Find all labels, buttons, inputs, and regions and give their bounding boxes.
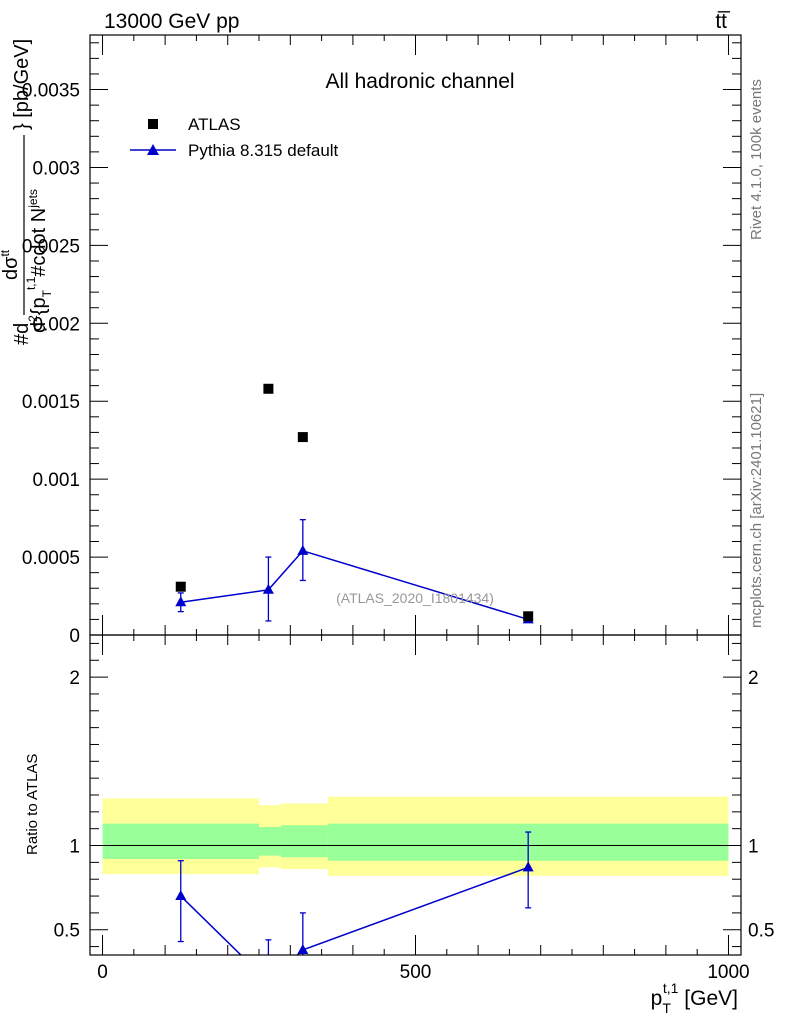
ylabel-part-12: } [pb/GeV] [11,39,33,130]
ratio-uncertainty-bands [102,796,729,876]
energy-label: 13000 GeV pp [104,10,239,33]
ratio-axis-ticks [90,635,741,955]
ratio-ytick-label-right: 2 [748,668,759,689]
x-tick-label: 0 [97,962,108,983]
pythia-marker [262,583,274,594]
ratio-y-tick-labels: 0.5 0.5 1 1 2 2 [54,668,775,942]
x-axis-label-main: p [651,987,663,1010]
main-series-layer [175,383,534,624]
ratio-ytick-label-left: 2 [69,668,80,689]
pythia-marker [175,596,187,607]
x-tick-labels: 0 500 1000 [97,962,749,983]
ylabel-part-1: #d [11,323,33,345]
ylabel-part-3: σ [0,256,22,269]
ratio-pythia-marker [297,943,309,954]
ylabel-part-9: t,1 [24,276,38,290]
main-ytick-label: 0.0005 [22,548,80,569]
main-ytick-label: 0.0035 [22,81,80,102]
x-axis-label-sup: t,1 [663,980,679,996]
ratio-y-axis-label: Ratio to ATLAS [24,754,41,855]
ratio-band [280,825,328,858]
ratio-ytick-label-left: 1 [69,837,80,858]
ratio-ytick-label-right: 1 [748,837,759,858]
legend-pythia-marker [147,144,159,155]
atlas-marker [263,383,274,394]
ratio-band [259,827,281,856]
ylabel-part-11: jets [26,189,40,209]
ratio-pythia-line [180,866,529,955]
pythia-line [180,549,529,621]
main-axis-ticks [90,35,741,636]
svg-text:#d: #d [11,323,33,345]
legend: ATLAS Pythia 8.315 default [130,115,339,160]
ratio-pythia-marker [175,890,187,901]
main-ytick-label: 0.002 [32,314,80,335]
ylabel-part-6: 2 [26,315,40,322]
atlas-marker [175,581,186,592]
atlas-marker [523,611,534,622]
main-y-axis-label: #d dσtt d2{pTt,1#cdot Njets } [pb/GeV] [0,39,54,345]
ylabel-part-2: d [0,269,22,280]
atlas-marker [297,432,308,443]
ratio-band [102,823,260,859]
ratio-ytick-label-right: 0.5 [748,921,774,942]
process-label: tt̅ [715,10,731,33]
ratio-series-layer [175,831,534,986]
svg-text:d2{pTt,1#cdot Njets: d2{pTt,1#cdot Njets [24,189,54,333]
pythia-marker [297,544,309,555]
ylabel-part-10: #cdot N [28,208,50,277]
ylabel-part-5: d [28,322,50,333]
x-axis-label-sub: T [662,1000,671,1016]
ratio-plot-frame [89,634,742,956]
main-y-tick-labels: 0 0.0005 0.001 0.0015 0.002 0.0025 0.003 0.0035 [22,81,80,647]
ratio-frame-rect [89,634,742,956]
ratio-ytick-label-left: 0.5 [54,921,80,942]
rivet-version-label: Rivet 4.1.0, 100k events [748,79,765,240]
ylabel-part-4: tt [0,249,12,256]
svg-text:} [pb/GeV]: } [pb/GeV] [11,39,33,130]
svg-text:dσtt: dσtt [0,249,22,280]
legend-atlas-marker [148,119,158,129]
mcplots-site-label: mcplots.cern.ch [arXiv:2401.10621] [748,393,765,628]
legend-pythia-label: Pythia 8.315 default [188,141,339,160]
x-axis-label-unit: [GeV] [678,987,738,1010]
legend-atlas-label: ATLAS [188,115,241,134]
main-ytick-label: 0.0015 [22,392,80,413]
main-ytick-label: 0.0025 [22,236,80,257]
x-tick-label: 500 [400,962,432,983]
x-tick-label: 1000 [707,962,749,983]
x-axis-label: pTt,1 [GeV] [651,980,738,1016]
ratio-pythia-marker [522,861,534,872]
chart-title: All hadronic channel [325,70,514,93]
main-ytick-label: 0.003 [32,158,80,179]
main-ytick-label: 0 [69,626,80,647]
ylabel-part-8: T [40,289,54,297]
watermark-label: (ATLAS_2020_I1801434) [336,590,494,606]
ylabel-part-7: {p [28,297,50,315]
main-ytick-label: 0.001 [32,470,80,491]
ratio-pythia-marker [263,976,274,986]
